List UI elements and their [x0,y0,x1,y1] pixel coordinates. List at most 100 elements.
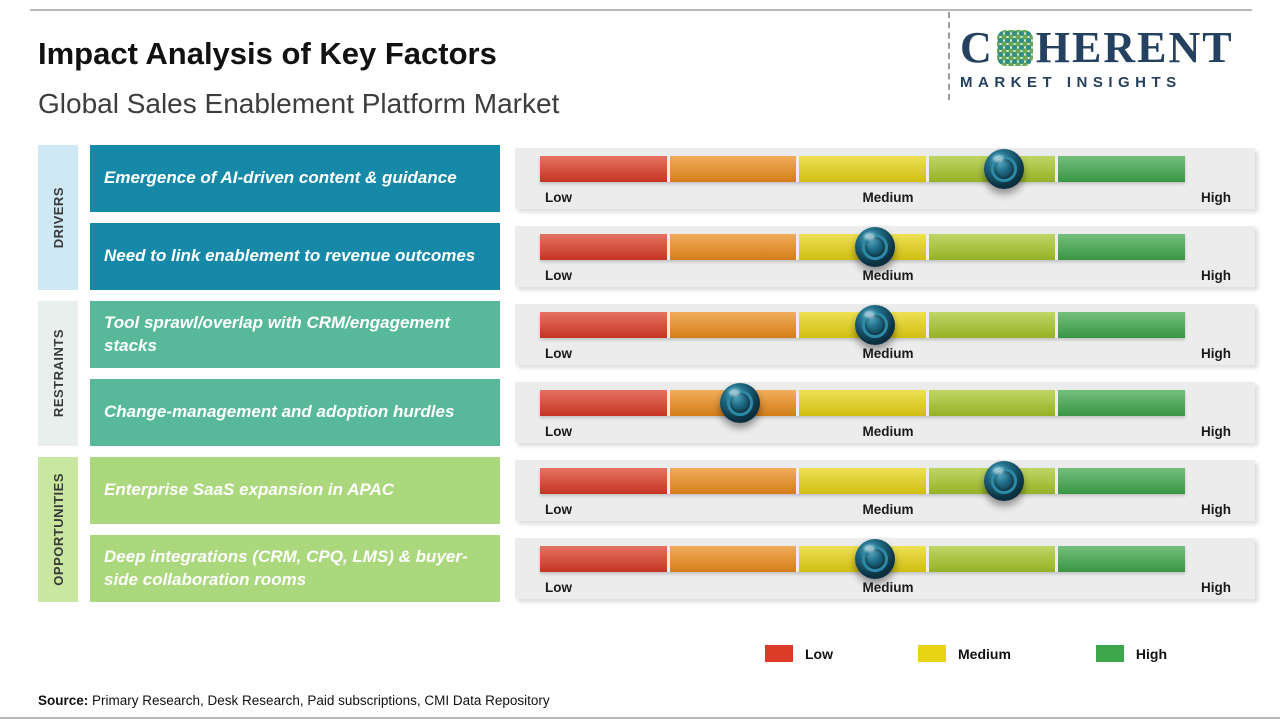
factor-label-box: Enterprise SaaS expansion in APAC [90,457,500,524]
bar-segment-high [1058,234,1185,260]
scale-label-low: Low [545,268,572,283]
bar-segment-high [1058,156,1185,182]
scale-label-high: High [1201,346,1231,361]
impact-bar-area: Low Medium High [515,382,1255,443]
bar-segment-low-mid [669,156,797,182]
factor-row: Tool sprawl/overlap with CRM/engagement … [0,301,1280,368]
bar-segment-low [540,468,667,494]
scale-label-low: Low [545,580,572,595]
impact-gradient-bar [540,156,1185,182]
impact-marker [855,227,896,267]
legend-swatch-medium [918,645,946,662]
bar-segment-low [540,312,667,338]
logo-letters-herent: HERENT [1035,23,1234,72]
bar-segment-low-mid [669,312,797,338]
impact-marker [984,461,1025,501]
scale-label-medium: Medium [862,268,914,283]
logo-dotted-o-icon [996,30,1033,66]
factor-label-box: Emergence of AI-driven content & guidanc… [90,145,500,212]
category-strip-restraints: RESTRAINTS [38,301,78,446]
bar-segment-low-mid [669,468,797,494]
scale-label-medium: Medium [862,190,914,205]
factor-label: Emergence of AI-driven content & guidanc… [104,168,457,188]
legend-item-high: High [1095,645,1167,662]
impact-marker [984,149,1025,189]
factor-label: Enterprise SaaS expansion in APAC [104,480,395,500]
bar-segment-medium [799,390,926,416]
factor-label-box: Deep integrations (CRM, CPQ, LMS) & buye… [90,535,500,602]
bar-segment-low [540,546,667,572]
bottom-border-line [0,717,1280,719]
legend-swatch-high [1095,645,1124,662]
scale-label-high: High [1201,190,1231,205]
bar-segment-mid-high [928,390,1056,416]
source-line: Source: Primary Research, Desk Research,… [38,693,550,708]
factor-label-box: Change-management and adoption hurdles [90,379,500,446]
impact-gradient-bar [540,390,1185,416]
impact-bar-area: Low Medium High [515,304,1255,365]
scale-label-low: Low [545,424,572,439]
factor-row: Change-management and adoption hurdles L… [0,379,1280,446]
scale-label-high: High [1201,268,1231,283]
header-dashed-divider [948,12,950,100]
factor-label-box: Need to link enablement to revenue outco… [90,223,500,290]
legend-label: Low [805,645,833,662]
bar-segment-high [1058,546,1185,572]
bar-segment-low [540,234,667,260]
impact-marker [855,539,896,579]
legend-label: Medium [958,645,1011,662]
page-title: Impact Analysis of Key Factors [38,36,497,71]
bar-segment-mid-high [928,312,1056,338]
factor-label: Change-management and adoption hurdles [104,402,455,422]
legend-item-low: Low [765,645,833,662]
factor-row: Enterprise SaaS expansion in APAC Low Me… [0,457,1280,524]
scale-label-medium: Medium [862,580,914,595]
factor-row: Need to link enablement to revenue outco… [0,223,1280,290]
legend-label: High [1135,645,1167,662]
factor-label-box: Tool sprawl/overlap with CRM/engagement … [90,301,500,368]
impact-gradient-bar [540,468,1185,494]
scale-label-low: Low [545,190,572,205]
scale-label-high: High [1201,502,1231,517]
legend-swatch-low [765,645,793,662]
bar-segment-high [1058,312,1185,338]
factor-label: Deep integrations (CRM, CPQ, LMS) & buye… [104,547,468,589]
logo-wordmark: C HERENT [960,26,1260,70]
bar-segment-high [1058,468,1185,494]
page-subtitle: Global Sales Enablement Platform Market [38,88,560,119]
logo-tagline: MARKET INSIGHTS [960,74,1182,91]
top-border-line [30,9,1252,11]
category-strip-opportunities: OPPORTUNITIES [38,457,78,602]
bar-segment-mid-high [928,546,1056,572]
scale-label-high: High [1201,424,1231,439]
legend-item-medium: Medium [918,645,1011,662]
source-label: Source: [38,693,89,708]
factor-row: Emergence of AI-driven content & guidanc… [0,145,1280,212]
factor-label: Need to link enablement to revenue outco… [104,246,476,266]
source-text: Primary Research, Desk Research, Paid su… [88,693,550,708]
impact-marker [719,383,760,423]
category-strip-drivers: DRIVERS [38,145,78,290]
bar-segment-low [540,156,667,182]
scale-label-low: Low [545,346,572,361]
factor-row: Deep integrations (CRM, CPQ, LMS) & buye… [0,535,1280,602]
bar-segment-mid-high [928,234,1056,260]
factor-label: Tool sprawl/overlap with CRM/engagement … [104,313,451,355]
logo-letter-c: C [960,23,994,72]
bar-segment-low-mid [669,546,797,572]
bar-segment-medium [799,468,926,494]
scale-label-medium: Medium [862,346,914,361]
scale-label-medium: Medium [862,502,914,517]
bar-segment-high [1058,390,1185,416]
impact-bar-area: Low Medium High [515,460,1255,521]
bar-segment-medium [799,156,926,182]
scale-label-medium: Medium [862,424,914,439]
bar-segment-low-mid [669,234,797,260]
impact-bar-area: Low Medium High [515,226,1255,287]
bar-segment-low [540,390,667,416]
impact-bar-area: Low Medium High [515,538,1255,599]
scale-label-high: High [1201,580,1231,595]
impact-bar-area: Low Medium High [515,148,1255,209]
legend: Low Medium High [765,645,1167,662]
scale-label-low: Low [545,502,572,517]
